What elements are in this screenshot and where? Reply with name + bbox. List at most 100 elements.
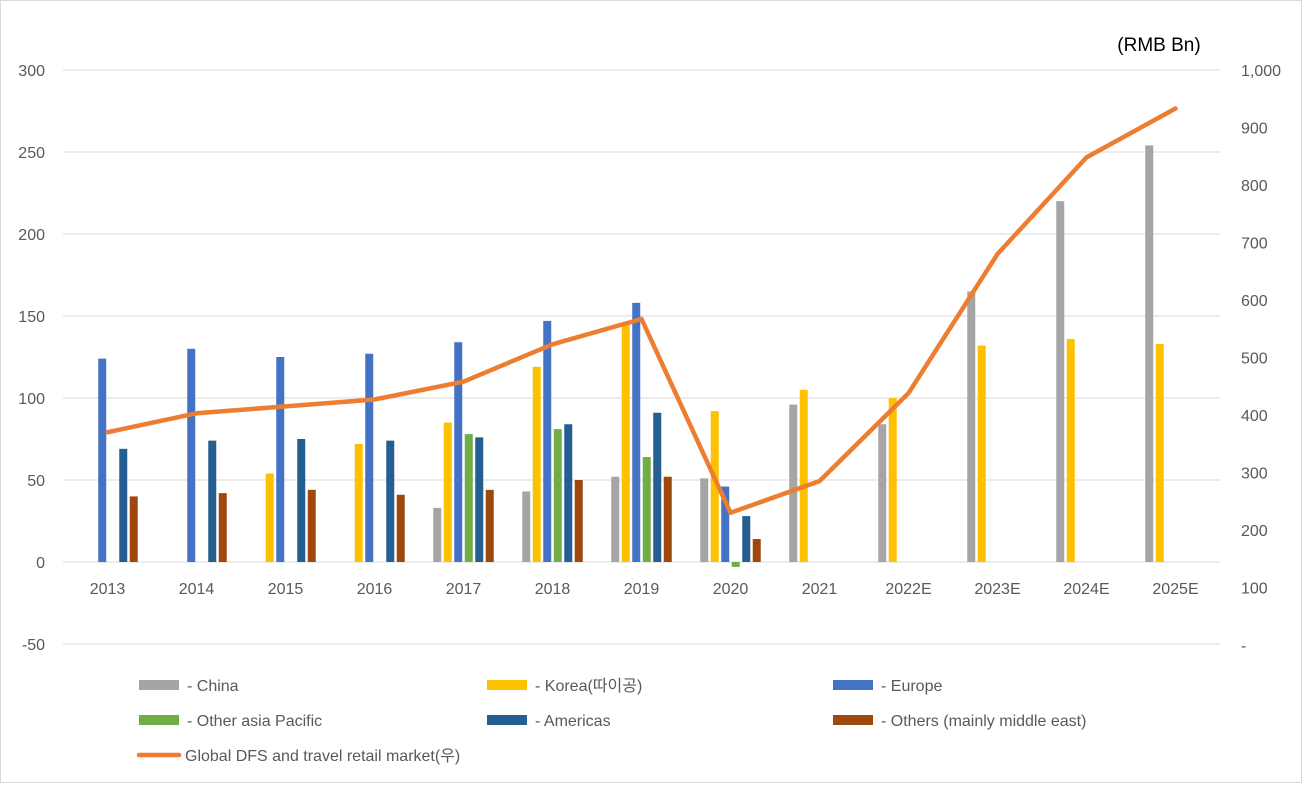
category-label: 2020 [713, 581, 749, 598]
legend-label: - Other asia Pacific [187, 713, 322, 730]
right-axis-tick-label: 200 [1241, 523, 1268, 540]
category-label: 2019 [624, 581, 660, 598]
line-series-path [105, 106, 1178, 515]
bar [799, 389, 808, 562]
category-label: 2013 [90, 581, 126, 598]
bar [789, 404, 798, 562]
legend-label: - Others (mainly middle east) [881, 713, 1086, 730]
bar [443, 422, 452, 562]
bar [553, 429, 562, 562]
bar [187, 348, 196, 562]
left-axis-tick-label: 50 [27, 473, 45, 490]
legend-item[interactable]: - Others (mainly middle east) [833, 713, 1086, 730]
bar [532, 366, 541, 562]
bar [700, 478, 709, 562]
right-axis-tick-label: 800 [1241, 178, 1268, 195]
bar [365, 353, 374, 562]
bar [475, 437, 484, 562]
bar [977, 345, 986, 562]
legend-item[interactable]: - Korea(따이공) [487, 677, 642, 695]
category-label: 2021 [802, 581, 838, 598]
right-axis-tick-label: - [1241, 638, 1246, 655]
line-series [105, 106, 1178, 515]
bar [119, 448, 128, 562]
right-axis-tick-label: 300 [1241, 466, 1268, 483]
category-label: 2017 [446, 581, 482, 598]
bar [574, 480, 583, 562]
bar [632, 302, 641, 562]
bar [297, 439, 306, 562]
bars [98, 145, 1164, 567]
bar [396, 494, 405, 562]
bar [218, 493, 227, 562]
gridlines [63, 69, 1220, 645]
legend-swatch [833, 715, 873, 725]
bar [522, 491, 531, 562]
legend-swatch [487, 715, 527, 725]
legend-item[interactable]: - Other asia Pacific [139, 713, 322, 730]
bar [485, 489, 494, 562]
unit-label: (RMB Bn) [1117, 35, 1200, 56]
bar [1155, 343, 1164, 562]
legend-label: - Europe [881, 678, 942, 695]
legend-item[interactable]: - China [139, 678, 239, 695]
legend-swatch [833, 680, 873, 690]
bar [129, 496, 138, 562]
legend-label: - Korea(따이공) [535, 677, 642, 695]
bar [1145, 145, 1154, 562]
bar [98, 358, 107, 562]
category-label: 2014 [179, 581, 215, 598]
category-label: 2022E [885, 581, 931, 598]
bar [621, 324, 630, 562]
category-label: 2016 [357, 581, 393, 598]
bar [265, 473, 274, 562]
left-axis-tick-label: 300 [18, 63, 45, 80]
right-axis-tick-label: 100 [1241, 581, 1268, 598]
legend-label: Global DFS and travel retail market(우) [185, 748, 460, 765]
legend-label: - Americas [535, 713, 611, 730]
legend-item[interactable]: - Americas [487, 713, 611, 730]
category-label: 2023E [974, 581, 1020, 598]
left-axis-tick-label: 150 [18, 309, 45, 326]
left-axis-tick-label: 100 [18, 391, 45, 408]
bar [464, 434, 473, 562]
bar [642, 457, 651, 562]
bar [742, 516, 751, 562]
bar [276, 357, 285, 562]
right-axis-tick-label: 900 [1241, 121, 1268, 138]
bar [454, 342, 463, 562]
right-axis-tick-label: 500 [1241, 351, 1268, 368]
bar [354, 443, 363, 562]
legend-swatch [487, 680, 527, 690]
legend-item[interactable]: Global DFS and travel retail market(우) [136, 748, 460, 765]
category-label: 2025E [1152, 581, 1198, 598]
bar [433, 507, 442, 562]
right-axis-tick-label: 400 [1241, 408, 1268, 425]
bar [710, 411, 719, 562]
bar [307, 489, 316, 562]
category-label: 2015 [268, 581, 304, 598]
left-axis-tick-label: 250 [18, 145, 45, 162]
bar [564, 424, 573, 562]
legend[interactable]: - China - Korea(따이공) - Europe - Other asia … [136, 677, 1086, 765]
right-axis: 1,000 900 800 700 600 500 400 300 200 100 - [1241, 63, 1281, 655]
bar [878, 424, 887, 562]
bar [543, 320, 552, 562]
bar [653, 412, 662, 562]
right-axis-tick-label: 600 [1241, 293, 1268, 310]
legend-item[interactable]: - Europe [833, 678, 942, 695]
right-axis-tick-label: 1,000 [1241, 63, 1281, 80]
left-axis: 300 250 200 150 100 50 0 -50 [18, 63, 45, 654]
bar [721, 486, 730, 562]
category-labels: 2013 2014 2015 2016 2017 2018 2019 2020 2021 2022… [90, 581, 1199, 598]
bar [1066, 338, 1075, 562]
legend-swatch [139, 715, 179, 725]
bar [611, 476, 620, 562]
legend-label: - China [187, 678, 239, 695]
legend-swatch [139, 680, 179, 690]
bar [752, 539, 761, 562]
bar [208, 440, 217, 562]
left-axis-tick-label: 200 [18, 227, 45, 244]
